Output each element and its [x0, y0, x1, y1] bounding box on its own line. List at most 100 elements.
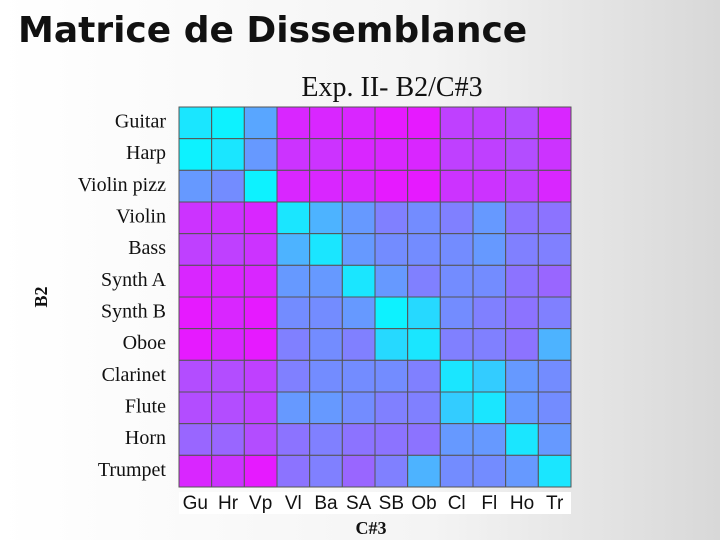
- heatmap-cell: [472, 423, 507, 456]
- heatmap-cell: [243, 359, 278, 393]
- heatmap-cell: [505, 233, 539, 266]
- heatmap-cell: [211, 201, 245, 235]
- heatmap-cell: [407, 169, 441, 203]
- title: Matrice de Dissemblance: [18, 10, 527, 51]
- heatmap-cell: [472, 328, 507, 361]
- heatmap-cell: [211, 138, 245, 171]
- heatmap-cell: [309, 233, 343, 266]
- heatmap-cell: [243, 169, 278, 203]
- heatmap-cell: [505, 201, 539, 235]
- heatmap-cell: [407, 138, 441, 171]
- heatmap-cell: [211, 454, 245, 488]
- column-label: Vl: [285, 493, 302, 514]
- heatmap-cell: [407, 423, 441, 456]
- heatmap-cell: [211, 423, 245, 456]
- heatmap-cell: [505, 328, 539, 361]
- heatmap-cell: [341, 201, 376, 235]
- heatmap-cell: [276, 423, 311, 456]
- heatmap-cell: [243, 454, 278, 488]
- heatmap-cell: [537, 328, 572, 361]
- heatmap-cell: [276, 264, 311, 298]
- heatmap-cell: [407, 454, 441, 488]
- subtitle: Exp. II- B2/C#3: [301, 72, 482, 103]
- heatmap-cell: [276, 201, 311, 235]
- row-label: Flute: [125, 395, 166, 417]
- heatmap-cell: [472, 106, 507, 140]
- heatmap-cell: [505, 423, 539, 456]
- heatmap-cell: [439, 391, 474, 425]
- heatmap-cell: [309, 264, 343, 298]
- heatmap-cell: [505, 454, 539, 488]
- heatmap-cell: [309, 106, 343, 140]
- heatmap-cell: [178, 169, 213, 203]
- heatmap-cell: [243, 106, 278, 140]
- heatmap-cell: [505, 138, 539, 171]
- heatmap-cell: [309, 359, 343, 393]
- heatmap-cell: [505, 264, 539, 298]
- heatmap-cell: [243, 201, 278, 235]
- heatmap-cell: [472, 391, 507, 425]
- row-label: Trumpet: [98, 459, 167, 481]
- heatmap-cell: [178, 264, 213, 298]
- heatmap-cell: [309, 328, 343, 361]
- heatmap-cell: [309, 391, 343, 425]
- heatmap-cell: [472, 359, 507, 393]
- heatmap-cell: [537, 106, 572, 140]
- heatmap-cell: [309, 454, 343, 488]
- column-label: Fl: [481, 493, 497, 514]
- heatmap-cell: [341, 454, 376, 488]
- heatmap-cell: [211, 106, 245, 140]
- heatmap-cell: [537, 169, 572, 203]
- heatmap-cell: [178, 359, 213, 393]
- heatmap-cell: [505, 391, 539, 425]
- heatmap-cell: [472, 296, 507, 330]
- heatmap-cell: [243, 328, 278, 361]
- heatmap-cell: [178, 391, 213, 425]
- heatmap-cell: [537, 264, 572, 298]
- heatmap-cell: [439, 423, 474, 456]
- heatmap-cell: [178, 328, 213, 361]
- heatmap-cell: [537, 233, 572, 266]
- row-label: Bass: [128, 237, 166, 259]
- column-label: Hr: [218, 493, 239, 514]
- column-label: Ba: [314, 493, 338, 514]
- heatmap-cell: [178, 138, 213, 171]
- heatmap-cell: [211, 391, 245, 425]
- heatmap-cell: [178, 454, 213, 488]
- heatmap-cell: [374, 106, 409, 140]
- row-label: Violin pizz: [78, 174, 166, 196]
- heatmap-cell: [407, 359, 441, 393]
- heatmap-cell: [439, 138, 474, 171]
- heatmap-cell: [472, 138, 507, 171]
- heatmap-cell: [472, 264, 507, 298]
- row-label: Violin: [116, 205, 166, 227]
- heatmap-cell: [374, 264, 409, 298]
- heatmap-cell: [439, 359, 474, 393]
- column-label: Vp: [249, 493, 272, 514]
- heatmap-cell: [439, 233, 474, 266]
- heatmap-cell: [374, 138, 409, 171]
- heatmap-cell: [374, 423, 409, 456]
- heatmap-cell: [537, 201, 572, 235]
- row-label: Horn: [125, 427, 166, 449]
- heatmap-cell: [537, 296, 572, 330]
- x-axis-label: C#3: [356, 518, 387, 538]
- column-label: Tr: [546, 493, 564, 514]
- heatmap-cell: [341, 423, 376, 456]
- row-label: Synth B: [101, 300, 166, 322]
- heatmap-cell: [537, 359, 572, 393]
- heatmap-cell: [439, 264, 474, 298]
- heatmap-cell: [537, 454, 572, 488]
- heatmap-cell: [439, 454, 474, 488]
- column-label: Gu: [183, 493, 208, 514]
- heatmap-cell: [341, 264, 376, 298]
- heatmap-cell: [537, 423, 572, 456]
- heatmap-cell: [439, 296, 474, 330]
- row-label: Clarinet: [102, 364, 167, 386]
- heatmap-cell: [211, 264, 245, 298]
- heatmap-cell: [276, 169, 311, 203]
- heatmap-cell: [243, 423, 278, 456]
- heatmap-cell: [309, 296, 343, 330]
- column-label-strip: [179, 492, 571, 514]
